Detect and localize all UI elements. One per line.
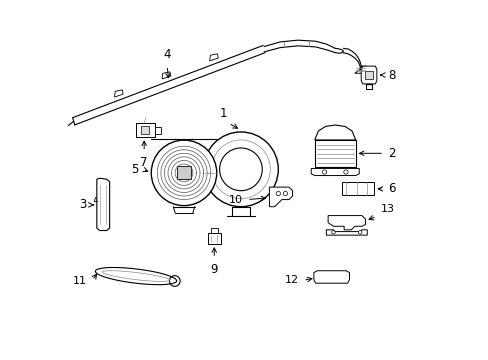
Polygon shape bbox=[209, 54, 218, 61]
Polygon shape bbox=[342, 183, 374, 195]
Polygon shape bbox=[114, 90, 123, 97]
Polygon shape bbox=[162, 72, 170, 79]
Text: 13: 13 bbox=[380, 204, 394, 214]
Circle shape bbox=[358, 230, 361, 234]
Circle shape bbox=[343, 170, 347, 174]
Circle shape bbox=[203, 132, 278, 207]
Polygon shape bbox=[314, 140, 355, 167]
Circle shape bbox=[331, 230, 335, 234]
Text: 4: 4 bbox=[163, 48, 170, 61]
Circle shape bbox=[276, 192, 280, 195]
Text: 1: 1 bbox=[219, 107, 226, 120]
Text: 6: 6 bbox=[388, 183, 395, 195]
Text: 5: 5 bbox=[131, 163, 138, 176]
Text: 7: 7 bbox=[140, 156, 147, 169]
Polygon shape bbox=[141, 126, 149, 134]
Polygon shape bbox=[365, 72, 372, 78]
Polygon shape bbox=[310, 168, 359, 176]
Text: 8: 8 bbox=[388, 68, 395, 81]
Circle shape bbox=[322, 170, 326, 174]
Text: 10: 10 bbox=[228, 194, 242, 204]
Polygon shape bbox=[361, 66, 376, 84]
Polygon shape bbox=[327, 216, 365, 230]
Polygon shape bbox=[136, 123, 155, 137]
Circle shape bbox=[151, 140, 216, 206]
Polygon shape bbox=[313, 271, 349, 283]
Polygon shape bbox=[97, 178, 109, 230]
Polygon shape bbox=[325, 230, 366, 235]
Polygon shape bbox=[177, 166, 191, 179]
Text: 2: 2 bbox=[388, 147, 395, 160]
Text: 12: 12 bbox=[284, 275, 298, 285]
Polygon shape bbox=[210, 228, 217, 233]
Polygon shape bbox=[314, 125, 355, 140]
Polygon shape bbox=[155, 127, 161, 134]
Polygon shape bbox=[354, 66, 366, 73]
Circle shape bbox=[219, 148, 262, 191]
Text: 11: 11 bbox=[73, 276, 87, 286]
Circle shape bbox=[283, 192, 287, 195]
Polygon shape bbox=[269, 187, 292, 207]
Circle shape bbox=[169, 276, 180, 286]
Polygon shape bbox=[207, 233, 220, 244]
Text: 3: 3 bbox=[79, 198, 86, 211]
Text: 9: 9 bbox=[210, 262, 218, 275]
